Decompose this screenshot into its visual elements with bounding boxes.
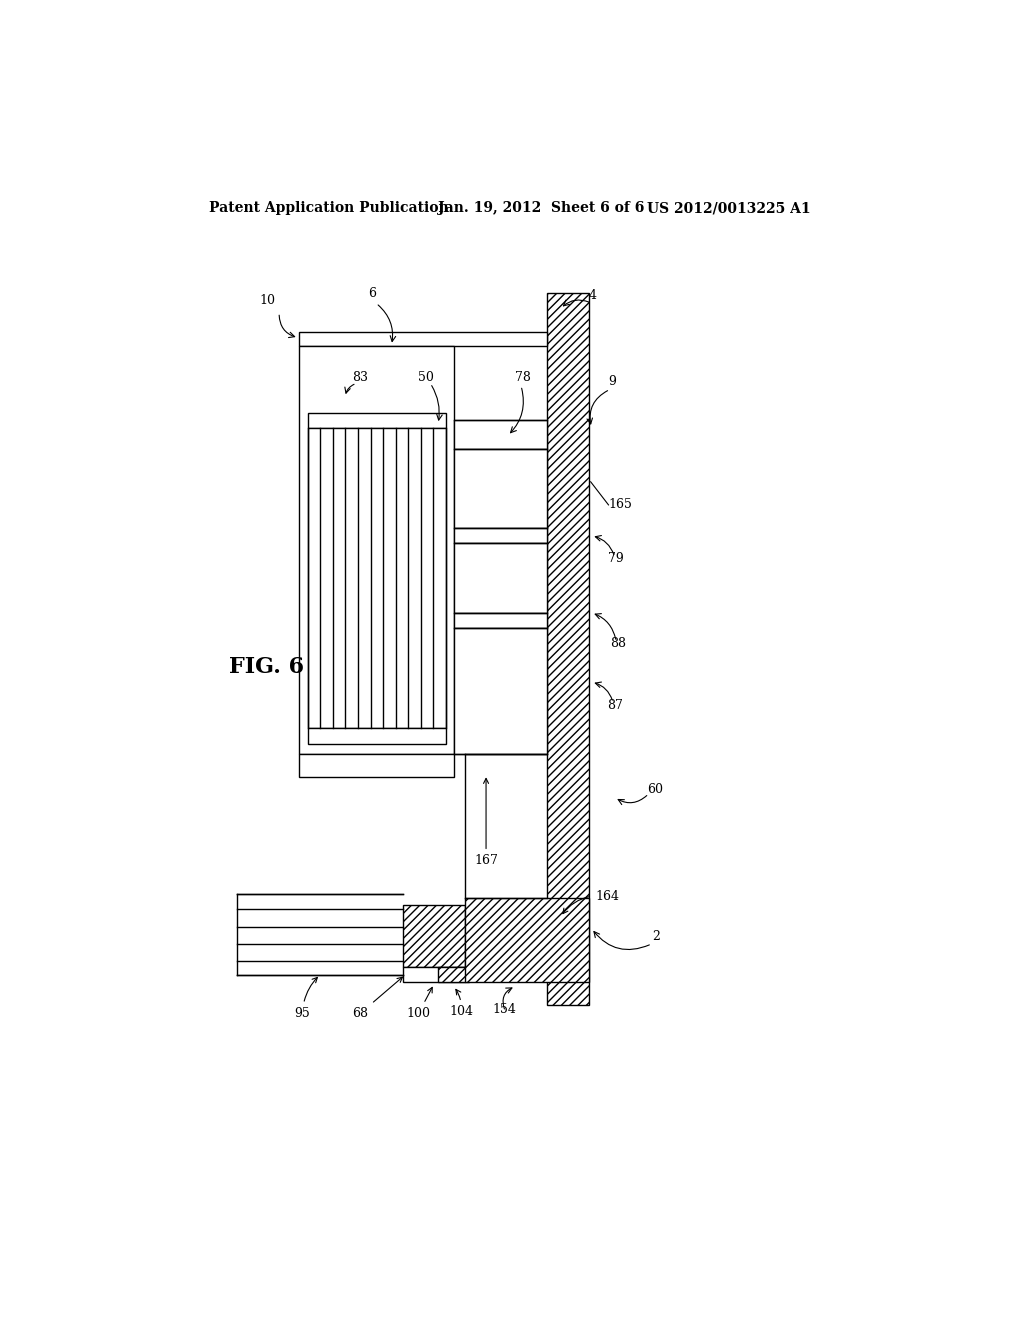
Text: 68: 68 [352, 977, 402, 1019]
Text: 95: 95 [295, 977, 317, 1019]
Bar [299, 346, 454, 754]
Bar [454, 420, 547, 449]
Text: 165: 165 [608, 499, 632, 511]
Bar [454, 449, 547, 528]
Text: 167: 167 [474, 779, 498, 867]
Text: 83: 83 [352, 371, 369, 384]
Bar [299, 754, 454, 776]
Text: 154: 154 [492, 1003, 516, 1016]
Text: 2: 2 [652, 929, 660, 942]
Text: 50: 50 [419, 371, 434, 384]
Text: 6: 6 [368, 286, 376, 300]
Text: Jan. 19, 2012  Sheet 6 of 6: Jan. 19, 2012 Sheet 6 of 6 [438, 202, 644, 215]
Text: 10: 10 [259, 294, 275, 308]
Text: 87: 87 [607, 698, 623, 711]
Bar [308, 413, 445, 428]
Bar [465, 898, 589, 982]
Text: 79: 79 [608, 552, 624, 565]
Bar [403, 906, 465, 966]
Text: 88: 88 [610, 638, 626, 649]
Text: 100: 100 [407, 987, 432, 1019]
Text: 104: 104 [450, 990, 473, 1018]
Bar [454, 544, 547, 612]
Text: 9: 9 [608, 375, 616, 388]
Bar [403, 968, 465, 982]
Bar [299, 331, 547, 346]
Text: 60: 60 [647, 783, 663, 796]
Bar [308, 428, 445, 729]
Text: 78: 78 [515, 371, 531, 384]
Bar [454, 612, 547, 628]
Bar [454, 628, 547, 754]
Text: 4: 4 [589, 289, 597, 302]
Text: 164: 164 [563, 890, 618, 913]
Bar [438, 968, 469, 982]
Bar [547, 293, 589, 1006]
Bar [308, 729, 445, 743]
Text: FIG. 6: FIG. 6 [228, 656, 304, 677]
Bar [454, 528, 547, 544]
Text: Patent Application Publication: Patent Application Publication [209, 202, 449, 215]
Text: US 2012/0013225 A1: US 2012/0013225 A1 [647, 202, 811, 215]
